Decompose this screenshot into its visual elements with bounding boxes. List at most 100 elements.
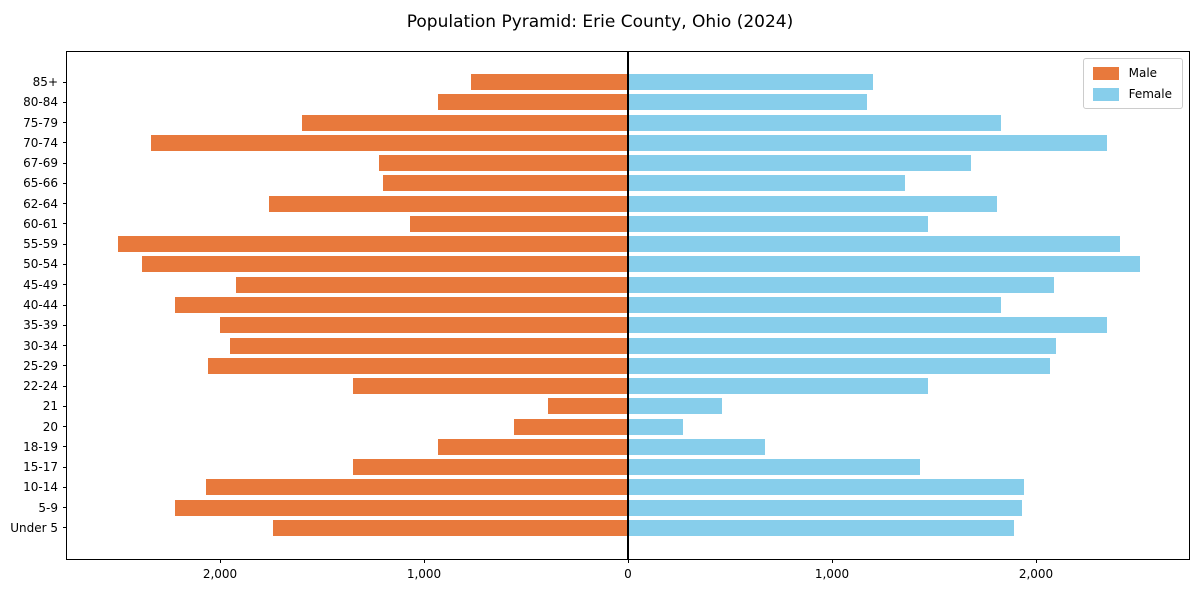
female-bar [628, 459, 920, 476]
female-bar [628, 74, 873, 91]
female-bar [628, 499, 1022, 516]
legend-label-male: Male [1128, 66, 1158, 80]
y-tick-mark [63, 466, 67, 468]
x-tick-mark [831, 559, 833, 563]
y-tick-mark [63, 405, 67, 407]
y-tick-mark [63, 385, 67, 387]
female-bar [628, 438, 765, 455]
y-tick-label: 30-34 [23, 338, 58, 353]
male-bar [352, 459, 628, 476]
male-bar [150, 134, 628, 151]
y-tick-mark [63, 324, 67, 326]
x-tick-label: 2,000 [1018, 567, 1054, 581]
y-tick-label: 40-44 [23, 298, 58, 312]
y-tick-label: 85+ [32, 75, 58, 90]
female-bar [628, 479, 1024, 496]
male-bar [230, 337, 628, 354]
y-tick-label: 62-64 [23, 196, 58, 211]
male-bar [118, 236, 628, 253]
male-bar [175, 499, 628, 516]
male-bar [142, 256, 628, 273]
y-tick-label: 21 [42, 399, 58, 414]
y-tick-label: 15-17 [23, 460, 58, 475]
legend-item-female: Female [1092, 87, 1172, 101]
plot-area: Male Female 85+ 80-84 75-79 70-74 67-69 65-66… [10, 51, 1190, 581]
y-tick-mark [63, 203, 67, 205]
female-bar [628, 236, 1120, 253]
female-bar [628, 337, 1057, 354]
x-tick-label: 1,000 [814, 567, 850, 581]
x-tick-mark [1035, 559, 1037, 563]
y-tick-mark [63, 365, 67, 367]
female-bar [628, 357, 1051, 374]
y-tick-label: 10-14 [23, 480, 58, 495]
male-bar [548, 398, 628, 415]
y-tick-label: 20 [42, 419, 58, 434]
y-tick-label: Under 5 [10, 520, 58, 535]
female-bar [628, 378, 928, 395]
female-bar [628, 297, 1002, 313]
y-tick-mark [63, 304, 67, 306]
y-tick-mark [63, 507, 67, 509]
y-tick-label: 55-59 [23, 237, 58, 252]
male-bar [352, 378, 628, 395]
zero-axis-line [627, 52, 629, 559]
male-bar [207, 357, 628, 374]
bars-layer [67, 52, 1189, 559]
y-tick-label: 22-24 [23, 379, 58, 394]
y-tick-mark [63, 446, 67, 448]
female-bar [628, 398, 722, 415]
female-bar [628, 418, 684, 435]
y-tick-mark [63, 527, 67, 529]
y-tick-mark [63, 101, 67, 103]
male-bar [301, 114, 628, 131]
x-tick-mark [627, 559, 629, 563]
y-tick-label: 60-61 [23, 216, 58, 231]
female-bar [628, 256, 1141, 273]
male-bar [470, 74, 628, 91]
male-bar [220, 317, 628, 334]
female-bar [628, 175, 906, 192]
female-bar [628, 276, 1055, 293]
y-tick-mark [63, 223, 67, 225]
female-bar [628, 317, 1108, 334]
male-bar [379, 155, 628, 172]
male-bar [438, 94, 628, 111]
y-tick-label: 70-74 [23, 135, 58, 150]
male-bar [513, 418, 628, 435]
male-bar [175, 297, 628, 313]
male-bar [438, 438, 628, 455]
female-bar [628, 94, 867, 111]
female-bar [628, 155, 971, 172]
male-bar [205, 479, 628, 496]
y-tick-label: 67-69 [23, 156, 58, 171]
y-tick-label: 65-66 [23, 176, 58, 191]
male-bar [268, 195, 628, 212]
x-tick-mark [219, 559, 221, 563]
female-bar [628, 114, 1002, 131]
male-bar [236, 276, 628, 293]
y-tick-label: 25-29 [23, 358, 58, 373]
x-tick-label: 0 [624, 567, 632, 581]
female-bar [628, 195, 998, 212]
y-tick-label: 80-84 [23, 95, 58, 110]
male-bar [383, 175, 628, 192]
y-tick-label: 75-79 [23, 115, 58, 130]
y-tick-label: 5-9 [38, 500, 58, 515]
y-tick-label: 50-54 [23, 257, 58, 272]
x-tick-label: 1,000 [406, 567, 442, 581]
y-tick-mark [63, 81, 67, 83]
y-tick-mark [63, 122, 67, 124]
y-tick-mark [63, 486, 67, 488]
y-tick-mark [63, 345, 67, 347]
chart-title: Population Pyramid: Erie County, Ohio (2… [406, 12, 794, 32]
y-tick-mark [63, 162, 67, 164]
legend-label-female: Female [1128, 87, 1172, 101]
y-tick-mark [63, 426, 67, 428]
y-tick-label: 35-39 [23, 318, 58, 333]
y-tick-label: 18-19 [23, 439, 58, 454]
female-bar [628, 215, 928, 232]
y-tick-mark [63, 263, 67, 265]
x-tick-mark [423, 559, 425, 563]
